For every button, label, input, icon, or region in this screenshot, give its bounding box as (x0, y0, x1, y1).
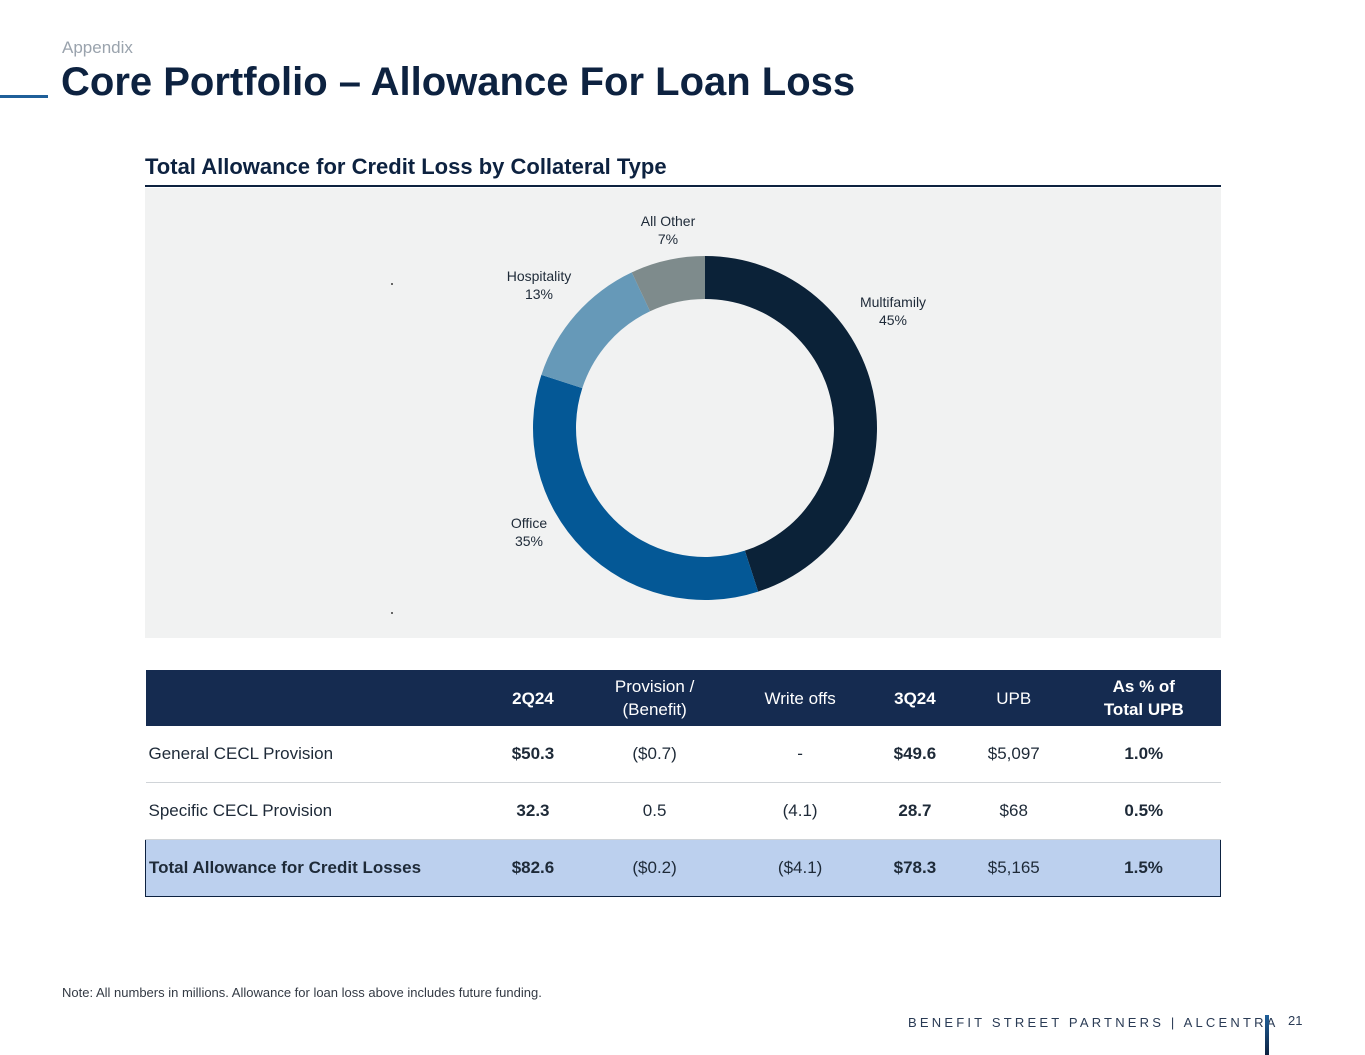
header-cell-upb: UPB (960, 670, 1068, 726)
slice-label-hospitality: Hospitality 13% (507, 268, 572, 302)
page-title: Core Portfolio – Allowance For Loan Loss (61, 60, 856, 104)
header-cell-pct-upb: As % of Total UPB (1067, 670, 1221, 726)
slice-label-office: Office 35% (511, 515, 548, 549)
chart-title-rule (145, 185, 1221, 187)
header-cell-label (145, 670, 488, 726)
chart-title: Total Allowance for Credit Loss by Colla… (145, 154, 667, 179)
slice-label-all-other: All Other 7% (641, 213, 696, 247)
cell-pct-upb: 0.5% (1067, 782, 1221, 840)
cell-2q24: $50.3 (487, 726, 579, 783)
table-row: Specific CECL Provision 32.3 0.5 (4.1) 2… (145, 782, 1221, 840)
page-number: 21 (1288, 1013, 1303, 1028)
header-cell-3q24: 3Q24 (869, 670, 961, 726)
marker-dot (391, 283, 393, 285)
allowance-table: 2Q24 Provision / (Benefit) Write offs 3Q2… (145, 670, 1222, 897)
cell-upb: $68 (960, 782, 1068, 840)
header-cell-write-offs: Write offs (730, 670, 870, 726)
cell-pct-upb: 1.5% (1067, 839, 1222, 897)
header-cell-2q24: 2Q24 (487, 670, 579, 726)
slice-multifamily (705, 256, 877, 592)
slice-all-other (631, 256, 705, 312)
cell-pct-upb: 1.0% (1067, 726, 1221, 783)
table-total-row: Total Allowance for Credit Losses $82.6 … (145, 839, 1222, 897)
slice-office (533, 374, 759, 600)
chart-panel: Multifamily 45% Office 35% Hospitality 13% All… (145, 188, 1221, 638)
footnote: Note: All numbers in millions. Allowance… (62, 985, 542, 1000)
row-label: Total Allowance for Credit Losses (145, 839, 488, 897)
cell-3q24: $78.3 (869, 839, 961, 897)
eyebrow-label: Appendix (62, 38, 133, 57)
cell-write-offs: (4.1) (730, 782, 870, 840)
cell-provision: ($0.7) (578, 726, 731, 783)
cell-write-offs: ($4.1) (730, 839, 870, 897)
row-label: General CECL Provision (145, 726, 488, 783)
footer-brand: BENEFIT STREET PARTNERS | ALCENTRA (908, 1015, 1279, 1030)
footer-accent-bar (1265, 1015, 1269, 1055)
marker-dot (391, 612, 393, 614)
cell-provision: 0.5 (578, 782, 731, 840)
cell-write-offs: - (730, 726, 870, 783)
cell-3q24: $49.6 (869, 726, 961, 783)
cell-provision: ($0.2) (578, 839, 731, 897)
donut-chart: Multifamily 45% Office 35% Hospitality 13% All… (507, 213, 926, 600)
cell-upb: $5,165 (960, 839, 1068, 897)
row-label: Specific CECL Provision (145, 782, 488, 840)
cell-upb: $5,097 (960, 726, 1068, 783)
table-header-row: 2Q24 Provision / (Benefit) Write offs 3Q2… (145, 670, 1221, 726)
header-cell-provision: Provision / (Benefit) (578, 670, 731, 726)
slice-label-multifamily: Multifamily 45% (860, 294, 926, 328)
table-row: General CECL Provision $50.3 ($0.7) - $4… (145, 726, 1221, 783)
slice-hospitality (541, 272, 651, 389)
cell-2q24: $82.6 (487, 839, 579, 897)
cell-2q24: 32.3 (487, 782, 579, 840)
cell-3q24: 28.7 (869, 782, 961, 840)
title-accent-line (0, 95, 48, 98)
